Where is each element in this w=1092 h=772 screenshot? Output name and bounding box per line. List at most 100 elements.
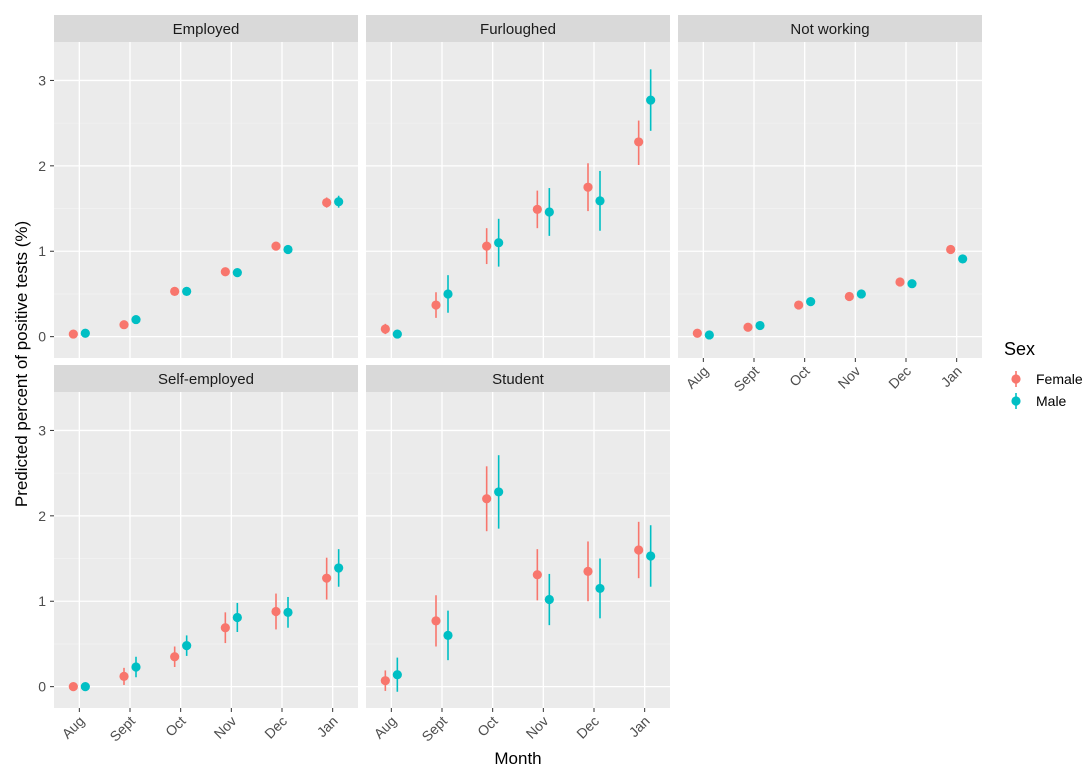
data-point bbox=[170, 652, 180, 662]
data-point bbox=[220, 623, 230, 633]
panel-student bbox=[366, 392, 670, 708]
strip-not-working bbox=[678, 15, 982, 42]
data-point bbox=[283, 244, 293, 255]
x-tick-label: Sept bbox=[730, 363, 762, 395]
data-point bbox=[755, 320, 765, 331]
data-point bbox=[182, 641, 192, 651]
y-tick-label: 1 bbox=[38, 593, 46, 609]
strip-label: Employed bbox=[173, 21, 240, 38]
data-point bbox=[544, 594, 554, 605]
x-tick-label: Jan bbox=[938, 363, 965, 390]
data-point bbox=[392, 670, 402, 680]
data-point bbox=[119, 671, 129, 682]
data-point bbox=[380, 324, 390, 334]
data-point bbox=[482, 241, 492, 251]
data-point bbox=[68, 329, 78, 339]
data-point bbox=[532, 570, 542, 580]
x-tick-label: Dec bbox=[573, 713, 602, 742]
data-point bbox=[232, 267, 242, 278]
data-point bbox=[392, 329, 402, 339]
strip-furloughed bbox=[366, 15, 670, 42]
strip-employed bbox=[54, 15, 358, 42]
data-point bbox=[794, 300, 804, 310]
x-tick-label: Oct bbox=[786, 363, 813, 390]
data-point bbox=[895, 277, 905, 287]
y-tick-label: 2 bbox=[38, 508, 46, 524]
data-point bbox=[334, 563, 344, 573]
data-point bbox=[334, 197, 344, 207]
legend-label: Male bbox=[1036, 393, 1067, 409]
data-point bbox=[958, 254, 968, 264]
strip-label: Student bbox=[492, 371, 545, 388]
x-tick-label: Oct bbox=[474, 713, 501, 740]
x-axis-title: Month bbox=[494, 749, 541, 767]
data-point bbox=[68, 682, 78, 692]
data-point bbox=[494, 487, 504, 497]
data-point bbox=[806, 297, 816, 307]
data-point bbox=[182, 286, 192, 296]
x-tick-label: Jan bbox=[626, 713, 653, 740]
x-tick-label: Dec bbox=[261, 713, 290, 742]
data-point bbox=[544, 207, 554, 217]
data-point bbox=[907, 279, 917, 289]
data-point bbox=[443, 289, 453, 299]
data-point bbox=[131, 662, 141, 672]
data-point bbox=[743, 322, 753, 332]
y-tick-label: 0 bbox=[38, 329, 46, 345]
strip-label: Self-employed bbox=[158, 371, 254, 388]
data-point bbox=[595, 196, 605, 206]
data-point bbox=[220, 267, 230, 277]
data-point bbox=[232, 612, 242, 623]
data-point bbox=[532, 204, 542, 214]
data-point bbox=[119, 320, 129, 330]
data-point bbox=[131, 314, 141, 325]
panel-furloughed bbox=[366, 42, 670, 358]
y-axis-title: Predicted percent of positive tests (%) bbox=[12, 221, 31, 507]
legend-label: Female bbox=[1036, 371, 1083, 387]
y-tick-label: 0 bbox=[38, 679, 46, 695]
data-point bbox=[595, 583, 605, 594]
x-tick-label: Nov bbox=[211, 713, 240, 742]
data-point bbox=[583, 182, 593, 192]
x-tick-label: Nov bbox=[523, 713, 552, 742]
panel-employed bbox=[54, 42, 358, 358]
x-tick-label: Nov bbox=[835, 363, 864, 392]
strip-self-employed bbox=[54, 365, 358, 392]
data-point bbox=[634, 137, 644, 147]
strip-label: Furloughed bbox=[480, 21, 556, 38]
data-point bbox=[856, 289, 866, 299]
data-point bbox=[646, 95, 656, 105]
data-point bbox=[946, 244, 956, 255]
data-point bbox=[271, 241, 281, 251]
data-point bbox=[844, 291, 854, 302]
x-tick-label: Dec bbox=[885, 363, 914, 392]
data-point bbox=[634, 545, 644, 555]
data-point bbox=[494, 238, 504, 248]
x-tick-label: Jan bbox=[314, 713, 341, 740]
legend-key-point bbox=[1011, 374, 1021, 384]
y-tick-label: 3 bbox=[38, 422, 46, 438]
data-point bbox=[322, 197, 332, 208]
x-tick-label: Sept bbox=[106, 713, 138, 745]
data-point bbox=[271, 606, 281, 617]
data-point bbox=[704, 330, 714, 340]
data-point bbox=[80, 328, 90, 338]
data-point bbox=[170, 286, 180, 296]
data-point bbox=[646, 551, 656, 561]
panel-self-employed bbox=[54, 392, 358, 708]
data-point bbox=[583, 566, 593, 576]
data-point bbox=[80, 682, 90, 692]
x-tick-label: Oct bbox=[162, 713, 189, 740]
data-point bbox=[443, 630, 453, 641]
y-tick-label: 1 bbox=[38, 243, 46, 259]
y-tick-label: 2 bbox=[38, 158, 46, 174]
y-tick-label: 3 bbox=[38, 72, 46, 88]
x-tick-label: Aug bbox=[371, 713, 400, 742]
legend-key-point bbox=[1011, 396, 1021, 406]
strip-student bbox=[366, 365, 670, 392]
data-point bbox=[322, 573, 332, 583]
data-point bbox=[482, 494, 492, 504]
data-point bbox=[431, 300, 441, 310]
data-point bbox=[380, 676, 390, 686]
